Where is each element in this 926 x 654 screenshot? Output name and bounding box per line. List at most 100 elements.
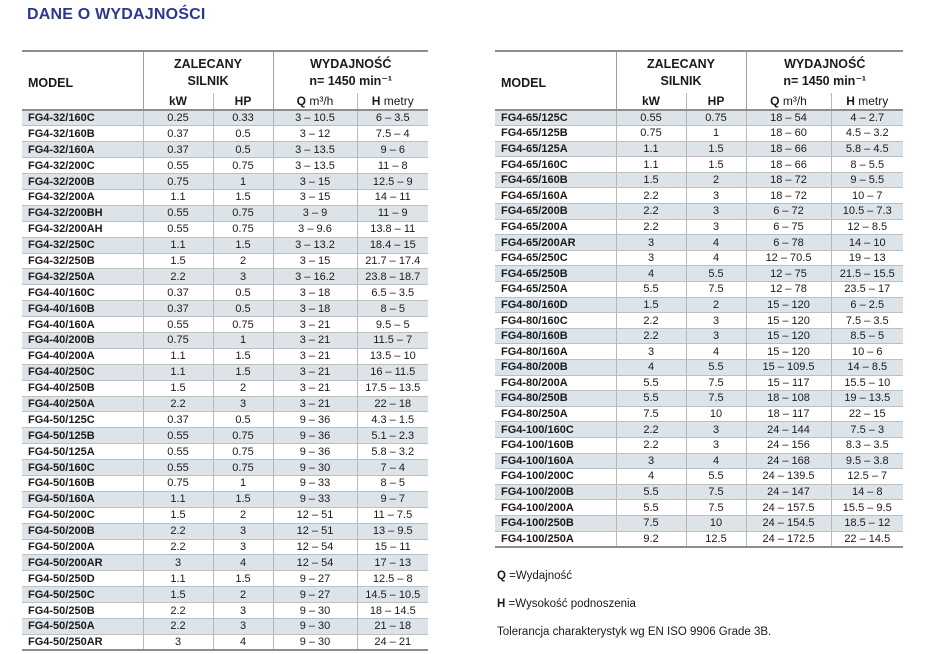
q-symbol: Q bbox=[296, 94, 306, 108]
value-cell: 5.5 bbox=[685, 359, 746, 376]
model-cell: FG4-32/200B bbox=[22, 173, 143, 190]
value-cell: 1.5 bbox=[212, 188, 273, 206]
model-cell: FG4-100/250B bbox=[495, 514, 616, 532]
value-cell: 3 – 13.5 bbox=[272, 157, 357, 174]
table-row: FG4-40/250A 2.2 3 3 – 21 22 – 18 bbox=[22, 395, 428, 412]
model-cell: FG4-100/200A bbox=[495, 499, 616, 516]
value-cell: 9 – 6 bbox=[356, 141, 428, 158]
value-cell: 2 bbox=[685, 296, 746, 313]
table-row: FG4-40/200B 0.75 1 3 – 21 11.5 – 7 bbox=[22, 331, 428, 349]
value-cell: 0.75 bbox=[212, 157, 273, 174]
model-cell: FG4-40/160A bbox=[22, 316, 143, 333]
model-cell: FG4-50/250D bbox=[22, 570, 143, 587]
legend-h-text: =Wysokość podnoszenia bbox=[505, 598, 636, 610]
model-cell: FG4-65/160A bbox=[495, 187, 616, 204]
value-cell: 9 – 30 bbox=[272, 459, 357, 476]
value-cell: 3 bbox=[685, 421, 746, 438]
value-cell: 9 – 33 bbox=[272, 490, 357, 508]
value-cell: 3 – 21 bbox=[272, 395, 357, 412]
value-cell: 6 – 3.5 bbox=[356, 110, 428, 126]
value-cell: 8 – 5.5 bbox=[830, 156, 903, 173]
value-cell: 24 – 157.5 bbox=[745, 499, 831, 516]
model-cell: FG4-65/200B bbox=[495, 203, 616, 220]
value-cell: 3 – 21 bbox=[272, 379, 357, 397]
model-cell: FG4-100/160B bbox=[495, 436, 616, 454]
value-cell: 15.5 – 9.5 bbox=[830, 499, 903, 516]
value-cell: 12 – 78 bbox=[745, 281, 831, 298]
value-cell: 18 – 54 bbox=[745, 110, 831, 126]
value-cell: 10 – 6 bbox=[830, 343, 903, 360]
value-cell: 5.8 – 4.5 bbox=[830, 140, 903, 157]
value-cell: 1.5 bbox=[212, 570, 273, 587]
value-cell: 14 – 8 bbox=[830, 483, 903, 500]
value-cell: 17.5 – 13.5 bbox=[356, 379, 428, 397]
value-cell: 24 – 154.5 bbox=[745, 514, 831, 532]
table-row: FG4-50/160A 1.1 1.5 9 – 33 9 – 7 bbox=[22, 490, 428, 508]
value-cell: 0.75 bbox=[212, 427, 273, 444]
legend-q-text: =Wydajność bbox=[505, 570, 573, 582]
table-row: FG4-50/160C 0.55 0.75 9 – 30 7 – 4 bbox=[22, 459, 428, 476]
model-cell: FG4-50/200C bbox=[22, 506, 143, 524]
value-cell: 0.55 bbox=[142, 157, 213, 174]
model-cell: FG4-80/250B bbox=[495, 390, 616, 407]
model-cell: FG4-50/200B bbox=[22, 522, 143, 540]
model-cell: FG4-32/200BH bbox=[22, 204, 143, 222]
value-cell: 18 – 72 bbox=[745, 171, 831, 188]
table-row: FG4-50/200AR 3 4 12 – 54 17 – 13 bbox=[22, 554, 428, 571]
value-cell: 15 – 120 bbox=[745, 343, 831, 360]
value-cell: 12 – 51 bbox=[272, 506, 357, 524]
value-cell: 13.8 – 11 bbox=[356, 220, 428, 238]
h-symbol: H bbox=[846, 94, 855, 108]
value-cell: 3 – 18 bbox=[272, 300, 357, 317]
model-cell: FG4-80/160A bbox=[495, 343, 616, 360]
value-cell: 0.5 bbox=[212, 284, 273, 301]
value-cell: 18 – 14.5 bbox=[356, 602, 428, 619]
table-row: FG4-100/160A 3 4 24 – 168 9.5 – 3.8 bbox=[495, 452, 903, 469]
value-cell: 0.75 bbox=[212, 459, 273, 476]
value-cell: 12 – 70.5 bbox=[745, 249, 831, 266]
value-cell: 2.2 bbox=[142, 602, 213, 619]
table-row: FG4-65/160A 2.2 3 18 – 72 10 – 7 bbox=[495, 187, 903, 204]
column-group-motor: ZALECANY SILNIK bbox=[142, 50, 273, 93]
value-cell: 18.5 – 12 bbox=[830, 514, 903, 532]
value-cell: 6 – 75 bbox=[745, 218, 831, 235]
value-cell: 22 – 18 bbox=[356, 395, 428, 412]
model-cell: FG4-50/125B bbox=[22, 427, 143, 444]
table-header-sub-row: kW HP Q m³/h H metry bbox=[495, 93, 903, 111]
value-cell: 3 – 9 bbox=[272, 204, 357, 222]
value-cell: 5.1 – 2.3 bbox=[356, 427, 428, 444]
table-row: FG4-65/250A 5.5 7.5 12 – 78 23.5 – 17 bbox=[495, 281, 903, 298]
value-cell: 1.5 bbox=[685, 140, 746, 157]
value-cell: 24 – 156 bbox=[745, 436, 831, 454]
value-cell: 2 bbox=[212, 586, 273, 603]
table-header-group-row: MODEL ZALECANY SILNIK WYDAJNOŚĆ n= 1450 … bbox=[495, 50, 903, 111]
value-cell: 12.5 – 9 bbox=[356, 173, 428, 190]
value-cell: 1.5 bbox=[615, 171, 686, 188]
model-cell: FG4-32/250B bbox=[22, 252, 143, 269]
value-cell: 4 bbox=[615, 265, 686, 282]
model-cell: FG4-50/125C bbox=[22, 411, 143, 428]
value-cell: 0.37 bbox=[142, 411, 213, 428]
value-cell: 3 bbox=[685, 327, 746, 344]
value-cell: 7.5 – 3.5 bbox=[830, 312, 903, 329]
value-cell: 17 – 13 bbox=[356, 554, 428, 571]
value-cell: 0.33 bbox=[212, 110, 273, 126]
legend-q: Q =Wydajność bbox=[497, 570, 771, 582]
table-row: FG4-100/200B 5.5 7.5 24 – 147 14 – 8 bbox=[495, 483, 903, 500]
value-cell: 7.5 – 3 bbox=[830, 421, 903, 438]
value-cell: 3 bbox=[142, 633, 213, 652]
value-cell: 12.5 bbox=[685, 530, 746, 548]
value-cell: 0.75 bbox=[212, 316, 273, 333]
value-cell: 11 – 7.5 bbox=[356, 506, 428, 524]
value-cell: 1.1 bbox=[142, 347, 213, 365]
value-cell: 2.2 bbox=[142, 395, 213, 412]
model-cell: FG4-65/250A bbox=[495, 281, 616, 298]
value-cell: 3 bbox=[615, 234, 686, 251]
legend-notes: Q =Wydajność H =Wysokość podnoszenia Tol… bbox=[497, 570, 771, 654]
model-cell: FG4-80/160D bbox=[495, 296, 616, 313]
tolerance-note-text: Tolerancja charakterystyk wg EN ISO 9906… bbox=[497, 626, 772, 638]
value-cell: 18.4 – 15 bbox=[356, 236, 428, 254]
value-cell: 4 bbox=[685, 343, 746, 360]
value-cell: 21.5 – 15.5 bbox=[830, 265, 903, 282]
value-cell: 16 – 11.5 bbox=[356, 363, 428, 381]
